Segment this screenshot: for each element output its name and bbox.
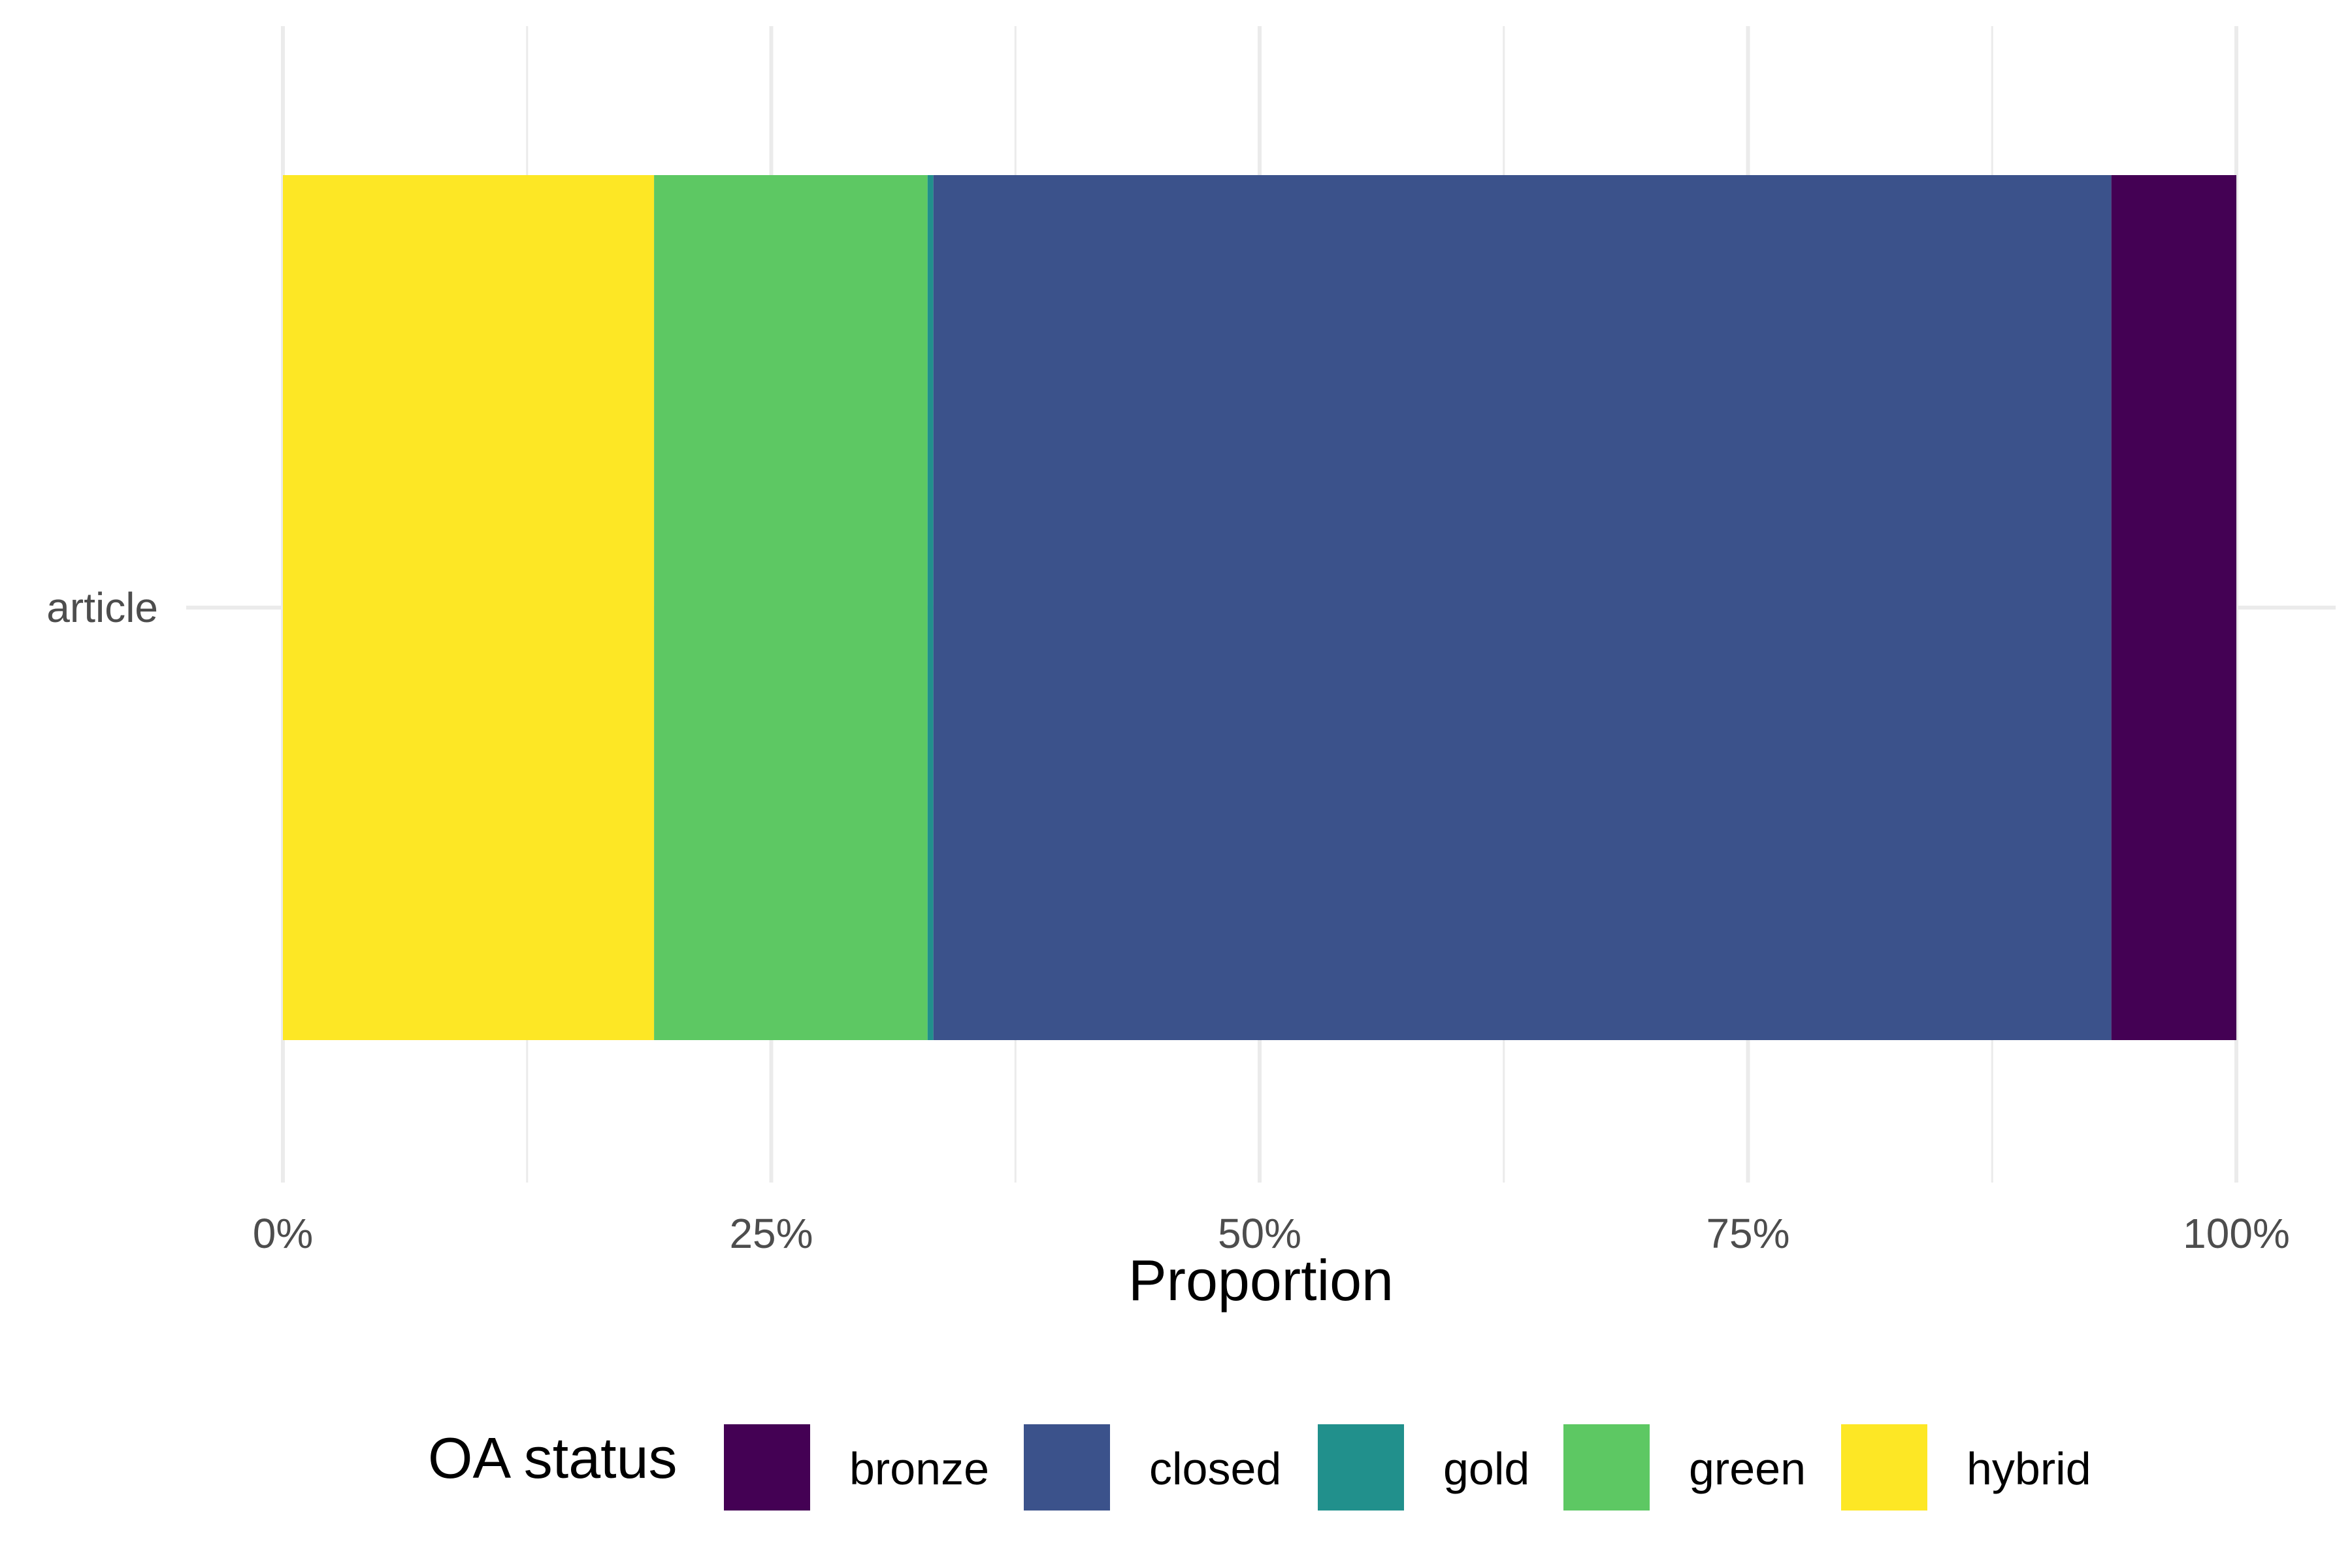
- legend-label-gold: gold: [1443, 1443, 1529, 1494]
- legend-key-bronze: [724, 1424, 810, 1511]
- x-tick-label: 50%: [1218, 1210, 1301, 1257]
- legend-title: OA status: [428, 1426, 678, 1490]
- x-tick-label: 75%: [1706, 1210, 1789, 1257]
- legend-items: bronze closed gold green hybrid: [724, 1424, 2091, 1511]
- legend-label-bronze: bronze: [849, 1443, 989, 1494]
- x-axis-ticks: 0% 25% 50% 75% 100%: [253, 1210, 2290, 1257]
- legend-key-gold: [1318, 1424, 1404, 1511]
- y-tick-label: article: [46, 584, 158, 631]
- legend-label-closed: closed: [1149, 1443, 1281, 1494]
- legend-key-closed: [1024, 1424, 1110, 1511]
- y-axis-ticks: article: [46, 584, 158, 631]
- bar-segment-hybrid: [283, 175, 655, 1040]
- legend-label-green: green: [1689, 1443, 1806, 1494]
- x-tick-label: 0%: [253, 1210, 314, 1257]
- bar-segment-green: [654, 175, 928, 1040]
- bar-segment-gold: [927, 175, 934, 1040]
- legend-label-hybrid: hybrid: [1967, 1443, 2091, 1494]
- x-tick-label: 100%: [2183, 1210, 2290, 1257]
- x-axis-title: Proportion: [1128, 1248, 1394, 1313]
- x-tick-label: 25%: [729, 1210, 813, 1257]
- legend: OA status bronze closed gold green hybrid: [428, 1424, 2091, 1511]
- legend-key-green: [1563, 1424, 1650, 1511]
- legend-key-hybrid: [1841, 1424, 1927, 1511]
- bars: [283, 175, 2236, 1040]
- bar-segment-closed: [933, 175, 2112, 1040]
- bar-segment-bronze: [2111, 175, 2236, 1040]
